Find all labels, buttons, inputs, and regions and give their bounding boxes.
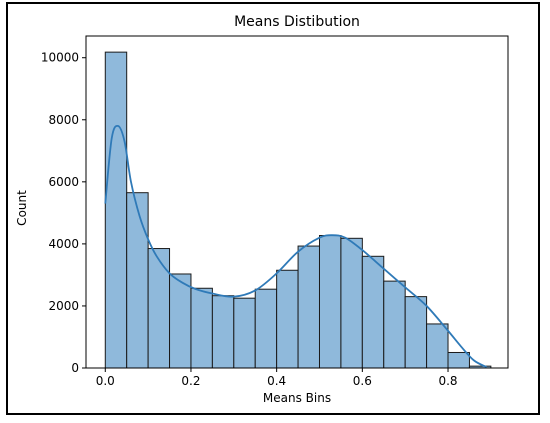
y-tick-label: 4000: [48, 237, 79, 251]
histogram-bar: [447, 351, 470, 369]
histogram-bar: [233, 297, 256, 369]
histogram-bar: [383, 280, 406, 369]
x-axis-label: Means Bins: [263, 391, 331, 405]
histogram-bar: [276, 269, 299, 369]
histogram-bar: [126, 192, 149, 369]
y-tick-label: 0: [71, 361, 79, 375]
chart-frame: Means Distibution 0.0 0.2 0.4 0.6 0.8 0 2000 4…: [6, 2, 540, 415]
histogram-bar: [361, 255, 385, 369]
x-tick-label: 0.0: [96, 374, 115, 388]
x-tick-label: 0.6: [353, 374, 372, 388]
y-tick-label: 8000: [48, 113, 79, 127]
histogram-bar: [104, 51, 128, 369]
bars-group: [104, 51, 492, 369]
histogram-bar: [297, 245, 320, 369]
y-tick-label: 10000: [41, 51, 79, 65]
histogram-bar: [404, 296, 428, 369]
plot-area-frame: [85, 35, 509, 369]
histogram-bar: [254, 288, 278, 369]
histogram-bar: [147, 248, 171, 369]
histogram-bar: [190, 287, 213, 369]
x-axis-ticks: 0.0 0.2 0.4 0.6 0.8: [96, 368, 458, 388]
kde-line: [104, 124, 488, 368]
y-axis-label: Count: [15, 190, 29, 226]
histogram-bar: [426, 323, 449, 369]
histogram-bar: [318, 235, 342, 369]
chart-title: Means Distibution: [234, 14, 360, 30]
y-tick-label: 2000: [48, 299, 79, 313]
histogram-bar: [211, 295, 235, 369]
kde-group: [104, 124, 488, 368]
y-tick-label: 6000: [48, 175, 79, 189]
x-tick-label: 0.8: [438, 374, 457, 388]
histogram-bar: [169, 273, 192, 369]
x-tick-label: 0.2: [181, 374, 200, 388]
x-tick-label: 0.4: [267, 374, 286, 388]
histogram-chart: Means Distibution 0.0 0.2 0.4 0.6 0.8 0 2000 4…: [15, 14, 509, 405]
histogram-bar: [340, 237, 363, 369]
y-axis-ticks: 0 2000 4000 6000 8000 10000: [41, 51, 86, 375]
